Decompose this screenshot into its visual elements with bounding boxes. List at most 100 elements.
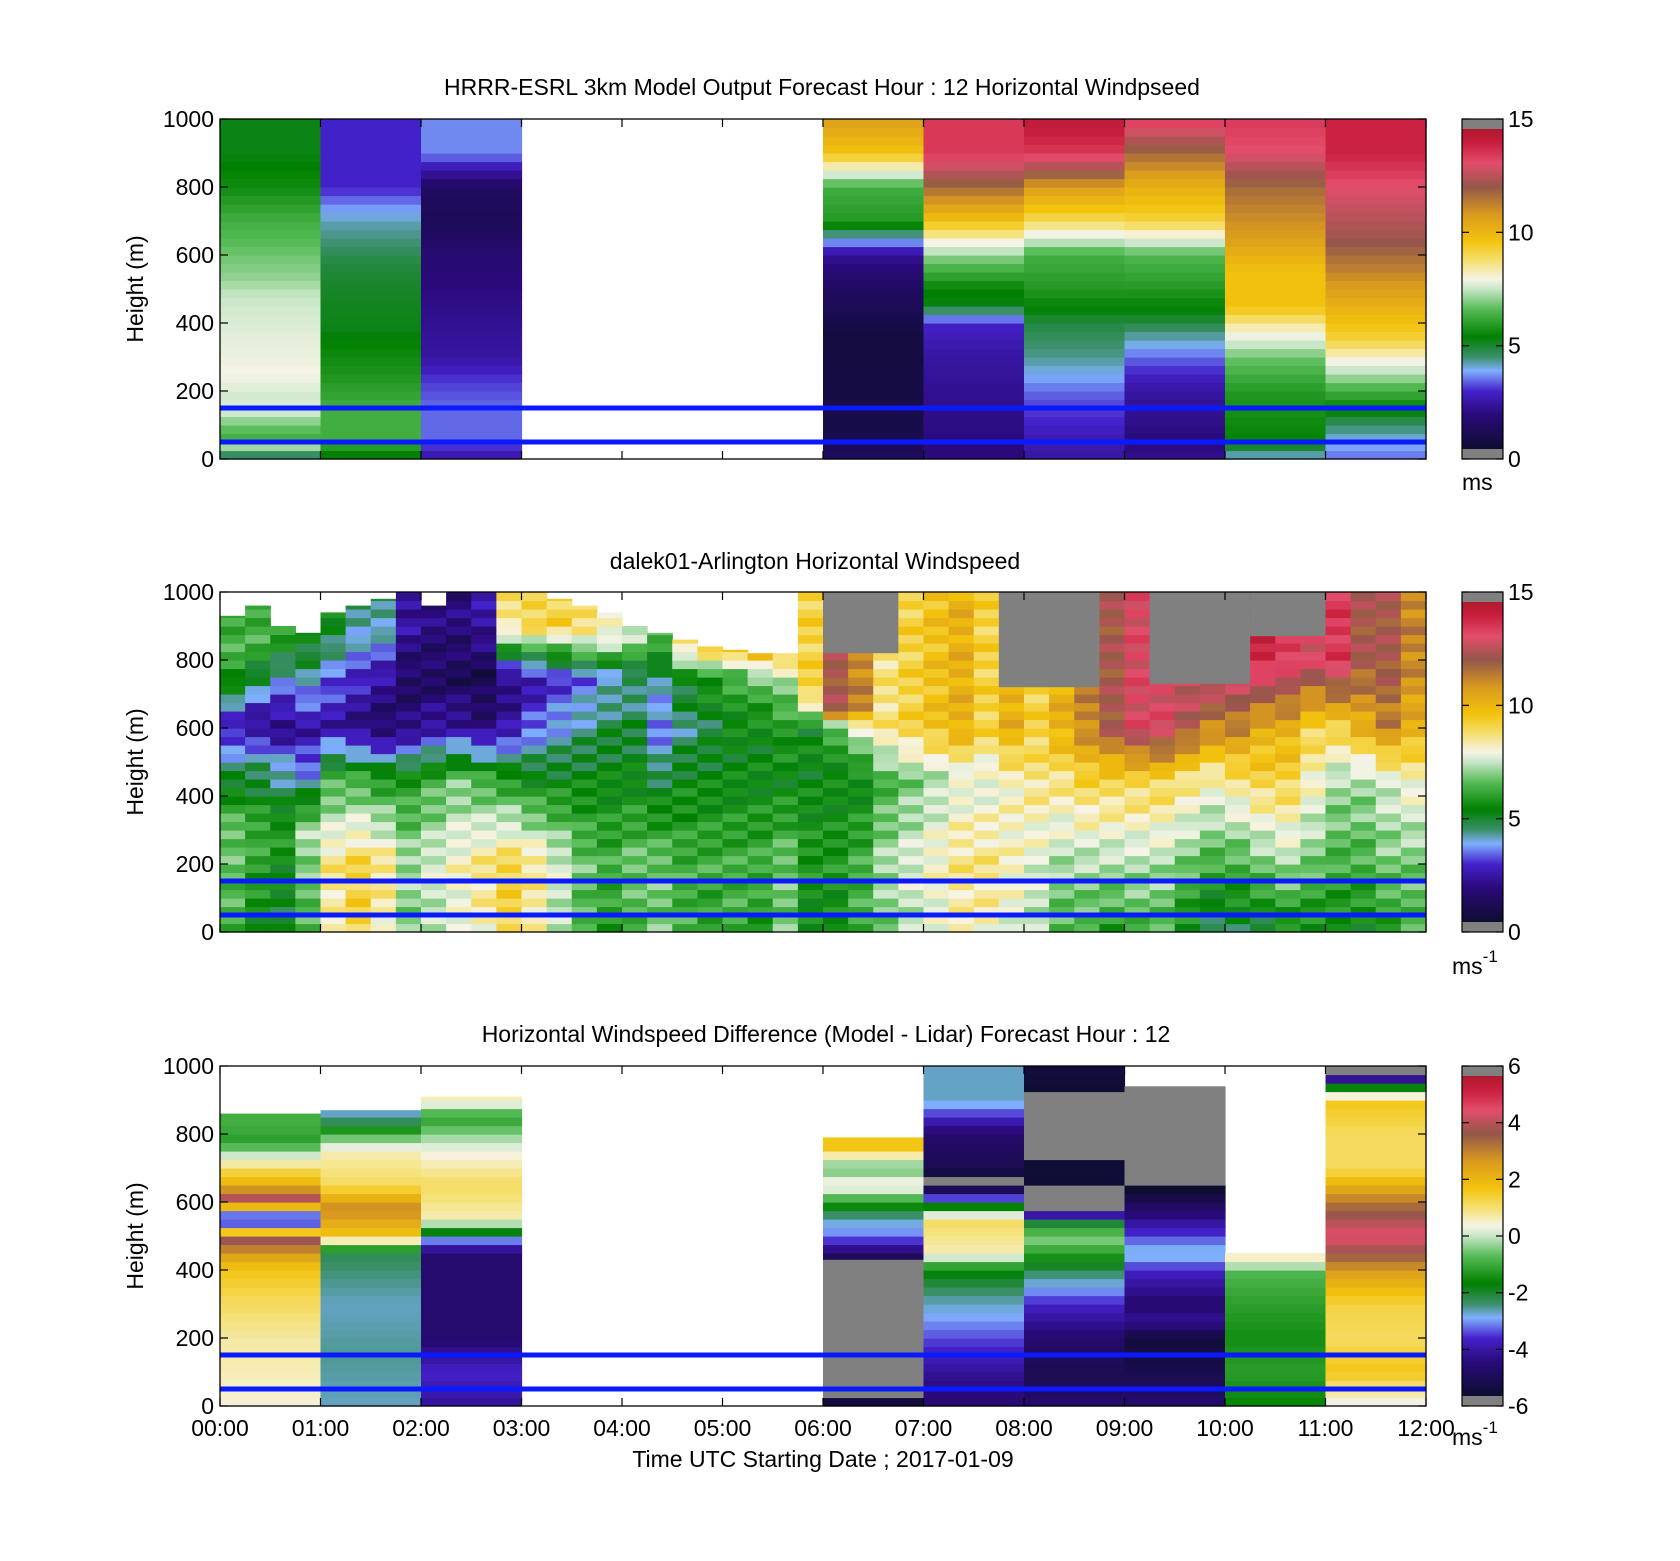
heatmap-cell [1024,694,1050,704]
heatmap-cell [1325,1066,1427,1076]
heatmap-cell [923,153,1025,163]
heatmap-cell [622,804,648,814]
heatmap-cell [722,736,749,746]
heatmap-cell [1199,685,1226,695]
heatmap-cell [1199,728,1226,738]
heatmap-cell [1325,374,1427,384]
heatmap-cell [471,838,497,848]
heatmap-cell [1300,787,1327,797]
heatmap-cell [345,668,372,678]
heatmap-cell [471,821,497,831]
heatmap-cell [1300,702,1327,712]
heatmap-cell [1049,753,1075,763]
heatmap-cell [1400,770,1427,780]
heatmap-cell [672,906,698,916]
heatmap-cell [1099,660,1126,670]
heatmap-cell [1350,609,1377,619]
heatmap-cell [1124,898,1151,908]
heatmap-cell [1225,1372,1327,1382]
heatmap-cell [973,770,1000,780]
heatmap-cell [270,915,296,925]
heatmap-cell [1350,847,1377,857]
heatmap-cell [1250,745,1276,755]
heatmap-cell [446,821,472,831]
heatmap-cell [1325,1261,1427,1271]
heatmap-cell [1225,770,1251,780]
heatmap-cell [1124,668,1151,678]
heatmap-cell [1350,864,1377,874]
heatmap-cell [923,1389,1025,1399]
heatmap-cell [370,719,397,729]
heatmap-cell [546,847,573,857]
heatmap-cell [1300,906,1327,916]
heatmap-cell [220,382,322,392]
heatmap-cell [1124,1389,1226,1399]
heatmap-cell [1049,787,1075,797]
heatmap-cell [320,830,347,840]
heatmap-cell [320,915,347,925]
heatmap-cell [747,813,774,823]
heatmap-cell [1099,855,1126,865]
heatmap-cell [797,592,824,602]
heatmap-cell [772,762,799,772]
heatmap-cell [1099,762,1126,772]
heatmap-cell [1325,864,1352,874]
heatmap-cell [1400,762,1427,772]
panel-lidar-cells [220,592,1427,933]
heatmap-cell [1325,796,1352,806]
heatmap-cell [823,187,925,197]
heatmap-cell [848,702,874,712]
heatmap-cell [998,762,1025,772]
x-tick-label: 02:00 [392,1415,450,1441]
heatmap-cell [923,170,1025,180]
heatmap-cell [1250,694,1276,704]
heatmap-cell [797,864,824,874]
heatmap-cell [1325,1117,1427,1127]
heatmap-cell [220,736,246,746]
heatmap-cell [220,889,246,899]
heatmap-cell [1350,660,1377,670]
heatmap-cell [471,830,497,840]
heatmap-cell [1225,889,1251,899]
y-tick-label: 0 [201,446,214,472]
heatmap-cell [345,694,372,704]
heatmap-cell [546,736,573,746]
heatmap-cell [345,923,372,933]
heatmap-cell [697,779,724,789]
heatmap-cell [1049,685,1075,695]
heatmap-cell [1174,694,1201,704]
heatmap-cell [697,702,724,712]
heatmap-cell [245,847,271,857]
heatmap-cell [471,804,497,814]
heatmap-cell [1099,915,1126,925]
heatmap-cell [1325,813,1352,823]
heatmap-cell [747,830,774,840]
heatmap-cell [220,263,322,273]
colorbar-tick-label: 15 [1508,579,1534,605]
heatmap-cell [672,702,698,712]
heatmap-cell [1124,331,1226,341]
heatmap-cell [1225,382,1327,392]
heatmap-cell [1024,1091,1126,1101]
heatmap-cell [948,736,975,746]
heatmap-cell [245,787,271,797]
heatmap-cell [1375,787,1402,797]
heatmap-cell [421,605,447,610]
heatmap-cell [823,153,925,163]
heatmap-cell [596,702,623,712]
heatmap-cell [320,1397,422,1407]
heatmap-cell [1225,1380,1327,1390]
missing-data-region [1024,1110,1125,1145]
heatmap-cell [948,796,975,806]
heatmap-cell [1024,1270,1126,1280]
heatmap-cell [1199,762,1226,772]
heatmap-cell [1174,685,1201,695]
heatmap-cell [446,711,472,721]
heatmap-cell [571,634,598,644]
heatmap-cell [245,855,271,865]
heatmap-cell [1024,357,1126,367]
heatmap-cell [521,651,548,661]
heatmap-cell [245,605,271,610]
